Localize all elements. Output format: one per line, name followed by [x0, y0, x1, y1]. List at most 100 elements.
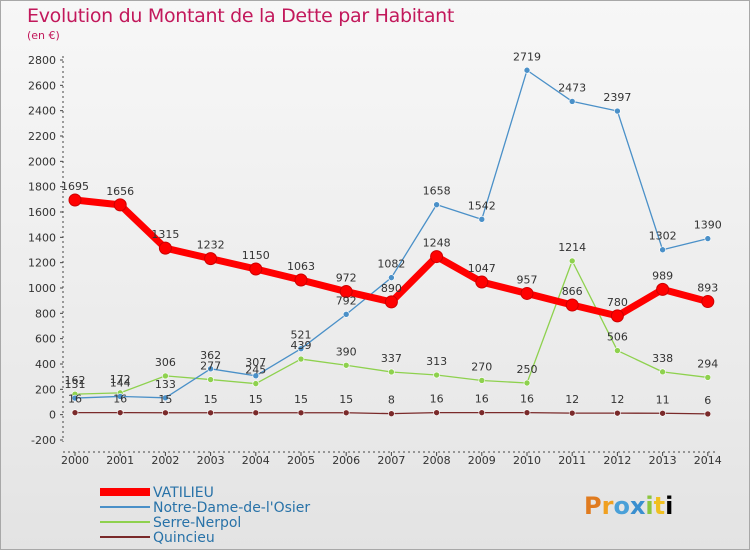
data-labels: 1695 1656 1315 1232 1150 1063 972 890 1248 1047 95…: [61, 50, 722, 407]
data-label: 16: [430, 393, 444, 406]
series-point: [297, 355, 305, 363]
series-point: [71, 409, 79, 416]
series-point: [568, 409, 576, 417]
series-point: [659, 409, 666, 417]
series-point: [207, 376, 214, 383]
data-label: 15: [339, 393, 353, 406]
chart-title: Evolution du Montant de la Dette par Hab…: [27, 5, 455, 27]
legend: VATILIEUNotre-Dame-de-l'OsierSerre-Nerpo…: [100, 485, 310, 546]
y-tick-label: 2000: [28, 155, 56, 168]
series-point: [523, 66, 531, 74]
series-point: [388, 368, 395, 376]
data-label: 1248: [423, 237, 451, 250]
series-point: [433, 201, 440, 208]
series-point: [614, 347, 621, 354]
data-label: 12: [565, 393, 579, 406]
series-point: [388, 410, 395, 417]
data-label: 277: [200, 360, 221, 373]
data-label: 15: [158, 393, 172, 406]
data-label: 12: [610, 393, 624, 406]
series-point: [162, 409, 169, 417]
data-label: 866: [562, 285, 583, 298]
series-point: [478, 409, 486, 416]
series-point: [433, 409, 440, 416]
x-tick-label: 2011: [558, 454, 586, 467]
y-tick-label: 0: [49, 409, 56, 422]
series-point: [116, 409, 124, 416]
series-point: [523, 379, 531, 387]
data-label: 1082: [377, 258, 405, 271]
y-tick-label: 1000: [28, 282, 56, 295]
chart-subtitle: (en €): [27, 29, 60, 42]
series-point: [297, 409, 305, 417]
data-label: 16: [475, 393, 489, 406]
data-label: 245: [245, 364, 266, 377]
data-label: 15: [249, 393, 263, 406]
series-point: [249, 262, 263, 276]
x-tick-label: 2007: [377, 454, 405, 467]
y-tick-label: 1400: [28, 231, 56, 244]
axes: -200 0 200 400 600 800 1000 1200 1400 1600 1800 200…: [28, 54, 722, 467]
series-point: [342, 409, 350, 417]
series-point: [339, 285, 353, 299]
data-label: 131: [65, 378, 86, 391]
y-tick-label: 2400: [28, 105, 56, 118]
series-point: [701, 295, 715, 309]
y-tick-label: 2800: [28, 54, 56, 67]
y-tick-label: 1600: [28, 206, 56, 219]
data-label: 1214: [558, 241, 586, 254]
series-point: [659, 246, 666, 254]
series-point: [71, 394, 79, 402]
series-point: [475, 275, 489, 289]
data-label: 893: [697, 282, 718, 295]
series-point: [433, 371, 440, 379]
series-point: [704, 410, 712, 418]
series-point: [478, 216, 486, 223]
data-label: 133: [155, 378, 176, 391]
data-label: 957: [517, 273, 538, 286]
series-point: [384, 295, 398, 309]
data-label: 338: [652, 352, 673, 365]
series-point: [478, 377, 486, 384]
series-point: [342, 361, 350, 369]
data-label: 2473: [558, 81, 586, 94]
series-point: [659, 368, 666, 376]
series-point: [252, 409, 260, 417]
data-label: 1150: [242, 249, 270, 262]
data-label: 2719: [513, 50, 541, 63]
x-tick-label: 2013: [649, 454, 677, 467]
data-label: 1302: [649, 230, 677, 243]
legend-label: VATILIEU: [153, 485, 214, 501]
series-point: [68, 193, 82, 207]
data-label: 506: [607, 331, 628, 344]
data-label: 1390: [694, 219, 722, 232]
y-tick-label: 2200: [28, 130, 56, 143]
y-tick-label: 200: [35, 383, 56, 396]
series-point: [204, 252, 218, 266]
series-point: [113, 198, 127, 212]
y-tick-label: 400: [35, 358, 56, 371]
series-point: [158, 241, 172, 255]
x-tick-label: 2008: [423, 454, 451, 467]
data-label: 1063: [287, 260, 315, 273]
data-label: 270: [471, 360, 492, 373]
series-point: [614, 409, 621, 417]
x-tick-label: 2012: [603, 454, 631, 467]
y-tick-label: 800: [35, 307, 56, 320]
data-label: 1315: [151, 228, 179, 241]
y-tick-label: 1800: [28, 181, 56, 194]
data-label: 1656: [106, 185, 134, 198]
data-label: 250: [517, 363, 538, 376]
x-tick-label: 2006: [332, 454, 360, 467]
y-tick-label: -200: [31, 434, 56, 447]
series-point: [252, 372, 260, 380]
x-tick-label: 2009: [468, 454, 496, 467]
data-label: 2397: [603, 91, 631, 104]
x-tick-label: 2014: [694, 454, 722, 467]
data-label: 307: [245, 356, 266, 369]
data-label: 1658: [423, 185, 451, 198]
data-label: 780: [607, 296, 628, 309]
y-tick-label: 600: [35, 333, 56, 346]
series-point: [656, 282, 670, 296]
